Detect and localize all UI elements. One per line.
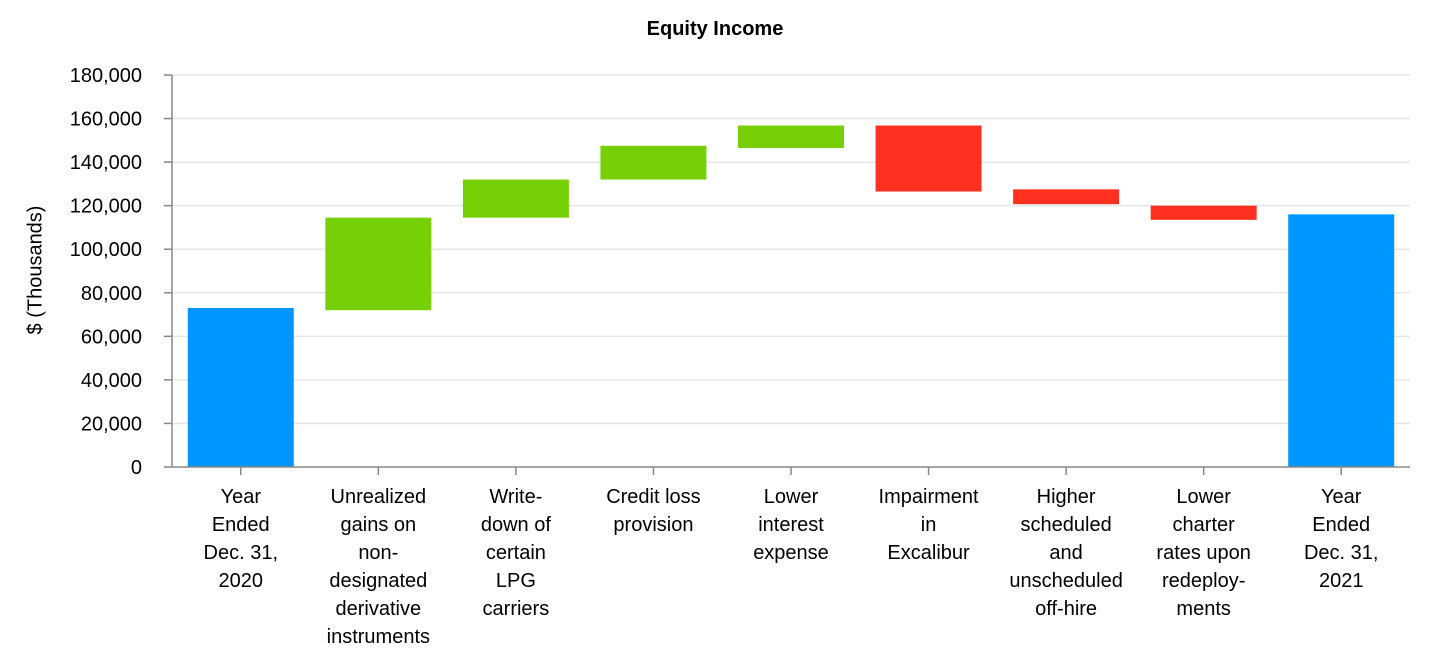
- bar-decrease: [1150, 205, 1257, 220]
- bars: [187, 125, 1395, 467]
- bar-increase: [600, 145, 707, 180]
- x-category-label: Lower charter rates upon redeploy-ments: [1156, 486, 1251, 620]
- x-category-label: Write-down of certain LPG carriers: [481, 486, 551, 620]
- y-tick-label: 160,000: [70, 109, 142, 131]
- bar-decrease: [1013, 189, 1120, 205]
- x-category-label: Lower interest expense: [753, 486, 829, 564]
- axes: [171, 75, 1410, 475]
- x-category-label: Year Ended Dec. 31, 2020: [204, 486, 278, 592]
- x-category-label: Credit loss provision: [606, 486, 700, 536]
- bar-total: [1288, 214, 1395, 467]
- bar-increase: [738, 125, 844, 148]
- x-category-label: Unrealized gains on non-designated derivati…: [327, 486, 430, 648]
- y-tick-label: 60,000: [81, 326, 142, 348]
- y-tick-labels: 0 20,000 40,000 60,000 80,000 100,000 120,000 1…: [70, 65, 142, 479]
- x-category-labels: Year Ended Dec. 31, 2020 Unrealized gains on n…: [204, 486, 1379, 648]
- y-tick-label: 40,000: [81, 370, 142, 392]
- x-category-label: Higher scheduled and unscheduled off-hire: [1009, 486, 1122, 620]
- y-tick-label: 180,000: [70, 65, 142, 87]
- bar-increase: [325, 217, 432, 311]
- y-tick-label: 20,000: [81, 413, 142, 435]
- y-tick-label: 100,000: [70, 239, 142, 261]
- x-category-label: Year Ended Dec. 31, 2021: [1304, 486, 1378, 592]
- bar-total: [187, 308, 294, 467]
- y-tick-label: 120,000: [70, 196, 142, 218]
- x-category-label: Impairment in Excalibur: [879, 486, 979, 564]
- chart-title: Equity Income: [646, 18, 784, 40]
- y-tick-label: 0: [131, 457, 142, 479]
- bar-decrease: [875, 125, 982, 192]
- y-tick-label: 140,000: [70, 152, 142, 174]
- y-tick-label: 80,000: [81, 283, 142, 305]
- bar-increase: [462, 179, 569, 218]
